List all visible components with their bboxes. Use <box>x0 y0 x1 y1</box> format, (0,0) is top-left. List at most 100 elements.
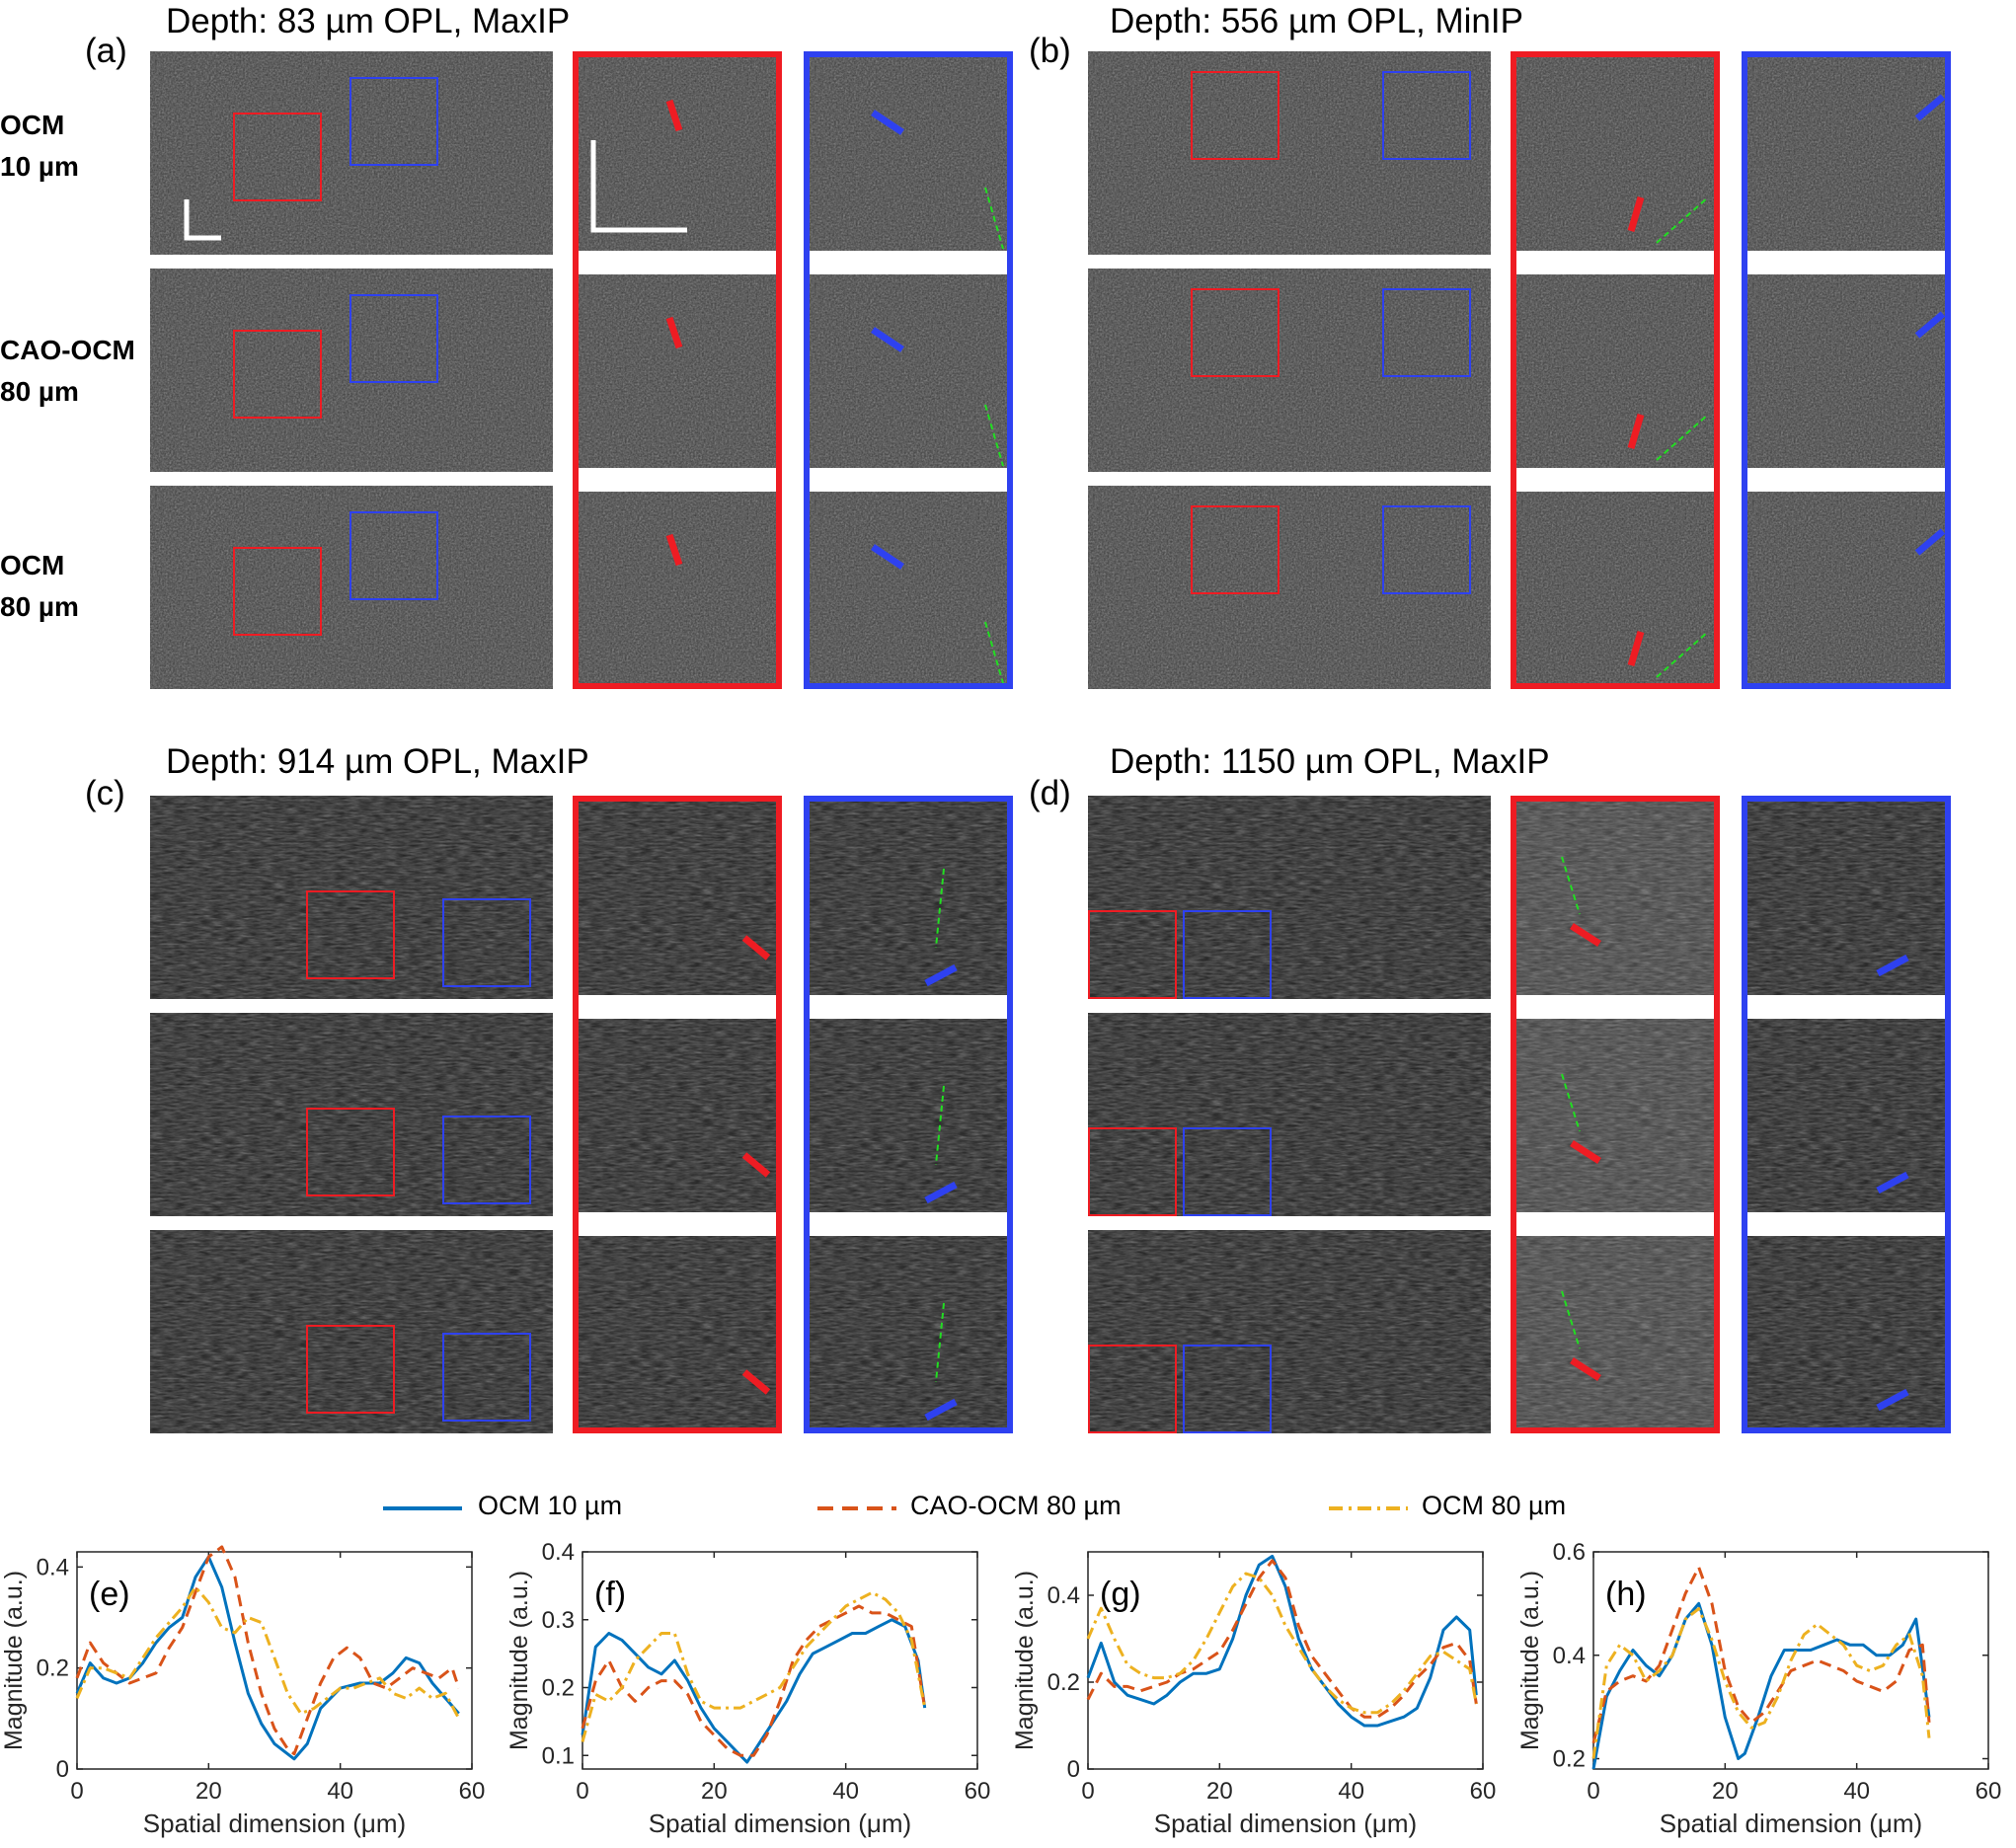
panel-a-ocm10-image <box>150 51 553 255</box>
x-tick-label: 60 <box>459 1778 486 1805</box>
y-tick-label: 0.2 <box>1553 1746 1586 1773</box>
red-arrow-icon <box>1627 196 1645 232</box>
series-line-ocm80 <box>1086 1572 1478 1715</box>
y-axis-label: Magnitude (a.u.) <box>0 1571 28 1750</box>
blue-roi-box <box>1382 71 1471 160</box>
x-tick-label: 0 <box>1587 1778 1599 1805</box>
x-axis-label: Spatial dimension (μm) <box>649 1809 911 1838</box>
red-arrow-icon <box>665 99 683 132</box>
x-tick-label: 60 <box>1470 1778 1497 1805</box>
x-tick-label: 40 <box>1843 1778 1870 1805</box>
series-line-caoocm80 <box>581 1604 927 1757</box>
x-tick-label: 40 <box>832 1778 859 1805</box>
red-arrow-icon <box>1570 1357 1601 1381</box>
x-tick-label: 0 <box>576 1778 588 1805</box>
green-dashed-line <box>1561 856 1581 915</box>
panel-d-ocm10-image <box>1088 796 1491 999</box>
red-arrow-icon <box>665 316 683 349</box>
panel-d-red-inset <box>1511 796 1720 1433</box>
chart-panel-label-h: (h) <box>1605 1576 1647 1613</box>
panel-c-blue-inset <box>804 796 1013 1433</box>
red-arrow-icon <box>1627 414 1645 449</box>
x-tick-label: 60 <box>1976 1778 2002 1805</box>
legend-label-ocm10: OCM 10 µm <box>478 1491 623 1520</box>
y-axis-label: Magnitude (a.u.) <box>1011 1571 1039 1750</box>
red-arrow-icon <box>1570 1140 1601 1164</box>
legend-label-ocm80: OCM 80 µm <box>1422 1491 1567 1520</box>
panel-a-blue-inset <box>804 51 1013 689</box>
series-line-ocm80 <box>1591 1607 1931 1759</box>
panel-c-ocm80-image <box>150 1230 553 1433</box>
y-tick-label: 0 <box>1067 1756 1080 1783</box>
panel-c-title: Depth: 914 µm OPL, MaxIP <box>166 742 589 781</box>
series-line-caoocm80 <box>1086 1559 1478 1719</box>
series-line-ocm80 <box>75 1585 461 1720</box>
row-label-ocm-10: OCM 10 µm <box>0 110 79 182</box>
legend-swatch-caoocm80 <box>817 1506 896 1510</box>
x-tick-label: 20 <box>701 1778 728 1805</box>
blue-roi-box <box>1382 505 1471 594</box>
x-tick-label: 20 <box>1206 1778 1233 1805</box>
panel-c-caoocm80-image <box>150 1013 553 1216</box>
x-tick-label: 0 <box>70 1778 83 1805</box>
chart-f: 0 20 40 60 0.1 0.2 0.3 0.4 (f) Spatial dimension … <box>505 1540 991 1838</box>
panel-b-label: (b) <box>1029 32 1071 70</box>
series-line-ocm10 <box>1086 1554 1478 1728</box>
blue-arrow-icon <box>924 1181 958 1204</box>
red-roi-box <box>233 547 322 636</box>
chart-e: 0 20 40 60 0 0.2 0.4 (e) Spatial dimension (μm) M… <box>0 1545 486 1838</box>
blue-arrow-icon <box>871 110 904 135</box>
y-axis-label: Magnitude (a.u.) <box>1516 1571 1544 1750</box>
panel-c-label: (c) <box>85 774 125 812</box>
chart-panel-label-e: (e) <box>89 1576 130 1613</box>
red-roi-box <box>306 890 395 979</box>
blue-roi-box <box>1183 1127 1272 1216</box>
y-tick-label: 0.4 <box>1047 1582 1080 1609</box>
blue-arrow-icon <box>1876 954 1909 977</box>
x-axis-label: Spatial dimension (μm) <box>143 1809 406 1838</box>
red-arrow-icon <box>1570 923 1601 947</box>
blue-roi-box <box>442 1333 531 1422</box>
panel-c-ocm10-image <box>150 796 553 999</box>
blue-arrow-icon <box>924 1398 958 1422</box>
blue-roi-box <box>349 511 438 600</box>
panel-d-label: (d) <box>1029 774 1071 812</box>
blue-roi-box <box>1183 910 1272 999</box>
green-dashed-line <box>1561 1290 1581 1349</box>
green-dashed-line <box>935 868 945 949</box>
panel-b-ocm10-image <box>1088 51 1491 255</box>
panel-b-ocm80-image <box>1088 486 1491 689</box>
panel-b-blue-inset <box>1742 51 1951 689</box>
panel-d-blue-inset <box>1742 796 1951 1433</box>
red-roi-box <box>1088 910 1177 999</box>
y-tick-label: 0 <box>56 1756 69 1783</box>
series-line-ocm10 <box>75 1555 460 1761</box>
green-dashed-line <box>984 404 1004 467</box>
red-roi-box <box>233 113 322 201</box>
green-dashed-line <box>1656 196 1709 244</box>
x-tick-label: 40 <box>1338 1778 1364 1805</box>
y-tick-label: 0.4 <box>37 1554 69 1580</box>
x-axis-label: Spatial dimension (μm) <box>1660 1809 1922 1838</box>
panel-a-title: Depth: 83 µm OPL, MaxIP <box>166 2 571 40</box>
chart-panel-label-g: (g) <box>1100 1576 1141 1613</box>
legend-swatch-ocm80 <box>1329 1506 1408 1510</box>
blue-arrow-icon <box>924 963 958 987</box>
blue-roi-box <box>1183 1345 1272 1433</box>
x-tick-label: 60 <box>965 1778 991 1805</box>
legend-swatch-ocm10 <box>383 1506 462 1510</box>
blue-arrow-icon <box>1914 94 1945 121</box>
y-tick-label: 0.6 <box>1553 1540 1586 1566</box>
panel-a-red-inset <box>573 51 782 689</box>
chart-g: 0 20 40 60 0 0.2 0.4 (g) Spatial dimension (μm) M… <box>1011 1551 1497 1838</box>
red-roi-box <box>1088 1345 1177 1433</box>
y-tick-label: 0.4 <box>1553 1643 1586 1669</box>
series-line-ocm10 <box>581 1618 927 1764</box>
red-roi-box <box>1191 505 1279 594</box>
legend-label-caoocm80: CAO-OCM 80 µm <box>910 1491 1122 1520</box>
series-line-ocm80 <box>581 1590 927 1742</box>
x-tick-label: 20 <box>195 1778 222 1805</box>
y-tick-label: 0.3 <box>542 1607 575 1634</box>
red-arrow-icon <box>741 1152 771 1178</box>
blue-arrow-icon <box>1914 528 1945 556</box>
